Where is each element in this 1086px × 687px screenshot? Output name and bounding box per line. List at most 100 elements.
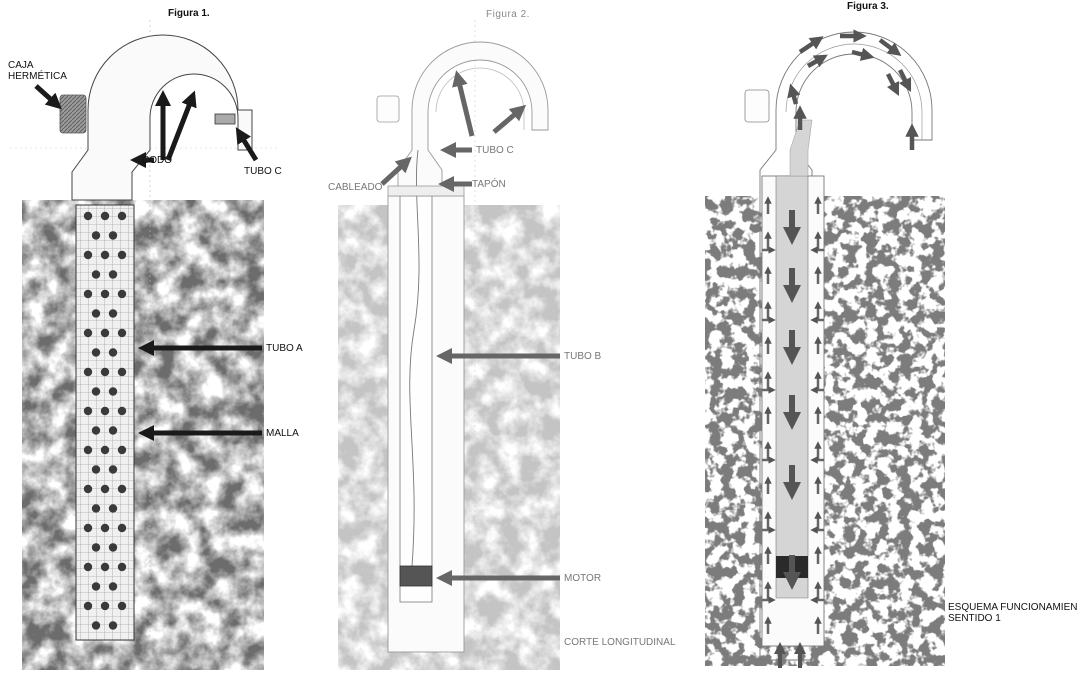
mesh-hole [83, 445, 93, 455]
label-cableado: CABLEADO [328, 182, 383, 193]
flow-arrow [806, 54, 828, 68]
mesh-hole [83, 211, 93, 221]
mesh-hole [100, 406, 110, 416]
tube-c-cap-fig1 [214, 113, 236, 125]
mesh-hole [100, 328, 110, 338]
label-tapon: TAPÓN [472, 179, 506, 190]
mesh-hole [108, 543, 118, 552]
label-tubo-b: TUBO B [564, 351, 602, 362]
mesh-hole [83, 484, 93, 494]
mesh-hole [91, 543, 101, 552]
mesh-hole [100, 523, 110, 533]
arrow-tubo-c [235, 127, 259, 162]
mesh-hole [117, 406, 127, 416]
mesh-hole [83, 562, 93, 572]
label-tubo-c-fig1: TUBO C [244, 166, 282, 177]
mesh-hole [108, 465, 118, 474]
figure-3 [705, 29, 945, 668]
mesh-hole [108, 387, 118, 396]
label-tubo-c-fig2: TUBO C [476, 145, 514, 156]
mesh-hole [83, 601, 93, 611]
elbow-pipe-fig3 [759, 31, 933, 661]
mesh-hole [117, 289, 127, 299]
mesh-hole [83, 367, 93, 377]
flow-arrow [787, 83, 801, 105]
flow-arrow [897, 68, 912, 93]
mesh-hole [91, 231, 101, 240]
mesh-hole [108, 621, 118, 630]
mesh-hole [100, 211, 110, 221]
label-corte-longitudinal: CORTE LONGITUDINAL [564, 637, 676, 648]
mesh-hole [108, 504, 118, 513]
mesh-hole [100, 250, 110, 260]
flow-arrow [885, 72, 900, 97]
mesh-hole [108, 231, 118, 240]
label-tubo-a: TUBO A [266, 343, 303, 354]
mesh-hole [117, 250, 127, 260]
figure-2 [338, 20, 560, 670]
label-esquema-line2: SENTIDO 1 [948, 613, 1001, 624]
cable-wire [409, 149, 420, 567]
figure-1-title: Figura 1. [168, 8, 210, 19]
mesh-hole [100, 445, 110, 455]
mesh-hole [108, 426, 118, 435]
mesh-hole [117, 523, 127, 533]
mesh-hole [91, 309, 101, 318]
mesh-hole [91, 621, 101, 630]
arrow-up-2 [165, 90, 197, 161]
side-box-fig3 [744, 89, 770, 123]
mesh-hole [83, 523, 93, 533]
label-esquema-line1: ESQUEMA FUNCIONAMIEN [948, 602, 1078, 613]
mesh-hole [91, 465, 101, 474]
mesh-hole [100, 601, 110, 611]
tapon [387, 185, 465, 197]
mesh-hole [91, 348, 101, 357]
tube-a-mesh [75, 204, 135, 641]
figure-3-title: Figura 3. [847, 1, 889, 12]
flow-arrow [851, 47, 875, 61]
mesh-hole [117, 211, 127, 221]
mesh-hole [100, 367, 110, 377]
mesh-hole [83, 289, 93, 299]
flow-arrows [762, 29, 919, 668]
flow-arrow [878, 38, 902, 57]
mesh-hole [91, 504, 101, 513]
mesh-hole [108, 270, 118, 279]
label-codo: CODO [142, 155, 172, 166]
mesh-hole [100, 484, 110, 494]
mesh-hole [91, 270, 101, 279]
mesh-holes [83, 211, 127, 630]
mesh-hole [83, 406, 93, 416]
flow-arrow [798, 36, 824, 54]
mesh-hole [117, 445, 127, 455]
mesh-hole [117, 328, 127, 338]
mesh-hole [100, 289, 110, 299]
mesh-hole [108, 348, 118, 357]
label-caja-hermetica: CAJA HERMÉTICA [8, 60, 67, 82]
arrow-caja [34, 84, 62, 110]
elbow-pipe-fig2 [397, 41, 549, 206]
mesh-hole [108, 309, 118, 318]
elbow-pipe-fig1 [71, 34, 253, 201]
mesh-hole [117, 367, 127, 377]
side-box-fig2 [376, 95, 400, 123]
mesh-hole [91, 426, 101, 435]
motor [399, 565, 433, 587]
label-malla: MALLA [266, 428, 299, 439]
mesh-hole [83, 328, 93, 338]
figure-1 [10, 20, 280, 670]
inner-tube-fig3 [775, 175, 809, 599]
mesh-hole [117, 562, 127, 572]
mesh-hole [100, 562, 110, 572]
ground-fig3 [705, 196, 945, 666]
mesh-hole [117, 484, 127, 494]
hermetic-box [59, 94, 87, 134]
mesh-hole [108, 582, 118, 591]
mesh-hole [83, 250, 93, 260]
mesh-hole [91, 387, 101, 396]
label-motor: MOTOR [564, 573, 602, 584]
mesh-hole [117, 601, 127, 611]
tube-b [399, 195, 433, 603]
figure-2-title: Figura 2. [486, 9, 530, 20]
